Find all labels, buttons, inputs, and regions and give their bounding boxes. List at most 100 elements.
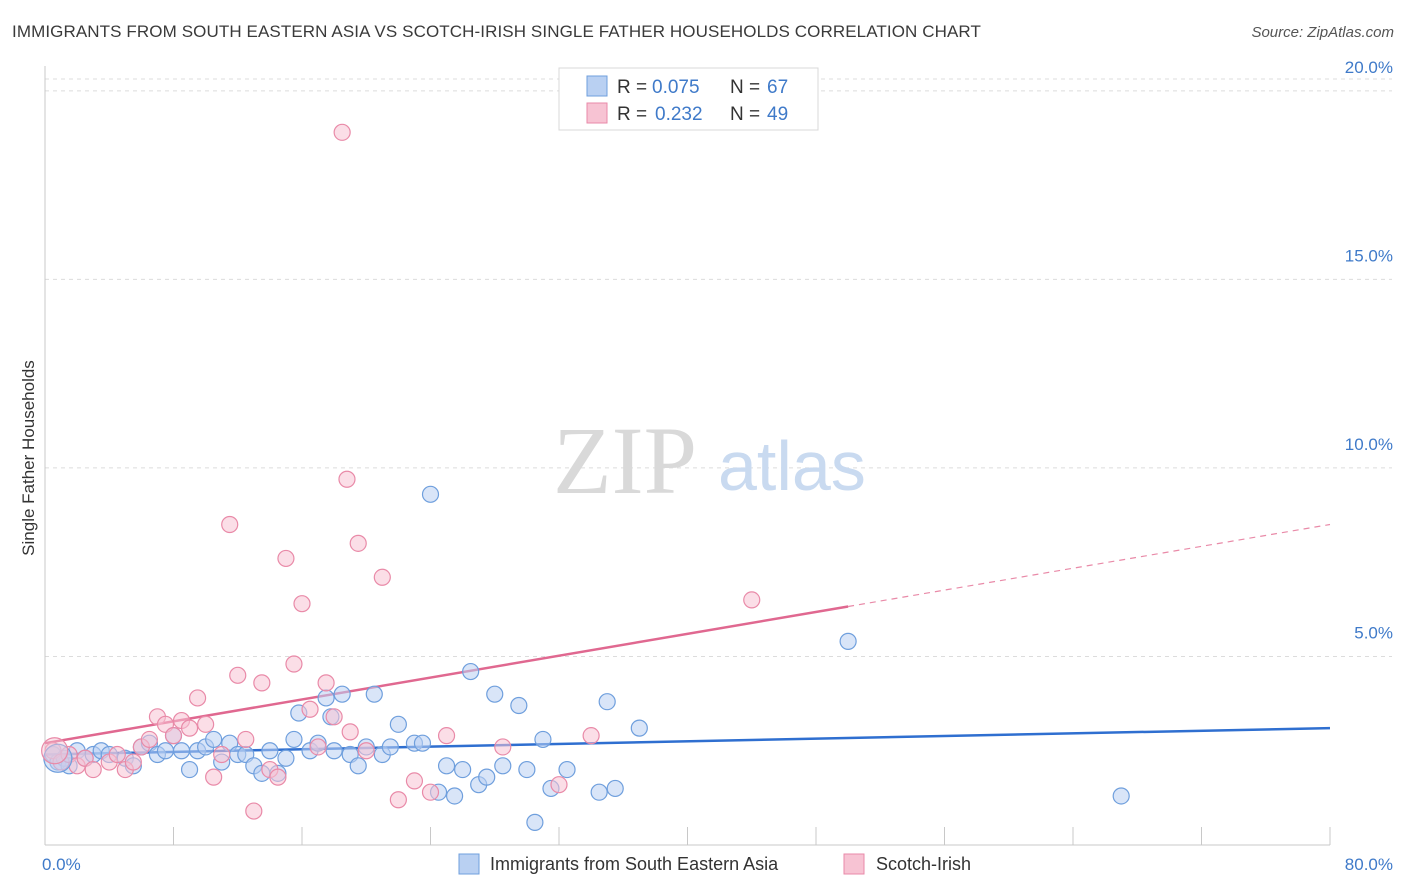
trend-lines xyxy=(44,523,1331,756)
point-pink xyxy=(197,715,215,733)
point-blue xyxy=(285,730,303,749)
point-pink xyxy=(229,666,247,684)
point-pink xyxy=(437,727,456,745)
point-pink xyxy=(124,753,142,771)
point-pink xyxy=(341,723,359,741)
legend-top: R = 0.075 N = 67 R = 0.232 N = 49 xyxy=(558,67,819,131)
point-pink xyxy=(338,470,356,488)
point-blue xyxy=(839,632,857,650)
legend-n-value-1: 67 xyxy=(767,77,788,98)
point-pink xyxy=(301,700,319,718)
y-tick-label: 15.0% xyxy=(1345,246,1393,265)
point-pink xyxy=(309,738,327,756)
point-blue xyxy=(478,768,496,786)
point-blue xyxy=(180,760,199,779)
data-points xyxy=(41,123,1130,831)
point-pink xyxy=(373,568,391,586)
point-pink xyxy=(325,708,343,726)
point-blue xyxy=(349,757,367,775)
point-pink xyxy=(582,727,600,745)
axes xyxy=(44,66,1331,846)
y-tick-label: 5.0% xyxy=(1354,623,1393,642)
point-blue xyxy=(486,685,504,703)
legend-n-label-1: N = xyxy=(730,77,760,98)
grid-lines xyxy=(45,78,1392,657)
trend-line-blue xyxy=(44,726,1331,756)
point-blue xyxy=(526,813,544,831)
point-blue xyxy=(277,749,295,767)
point-pink xyxy=(349,534,367,552)
y-tick-labels: 5.0% 10.0% 15.0% 20.0% xyxy=(1345,58,1393,643)
point-blue xyxy=(172,742,191,760)
point-blue xyxy=(317,689,335,707)
y-tick-label: 10.0% xyxy=(1345,435,1393,454)
point-pink xyxy=(333,123,351,141)
legend-swatch-blue xyxy=(586,75,608,97)
point-pink xyxy=(253,674,271,692)
legend-bottom-swatch-blue xyxy=(458,853,480,875)
point-pink xyxy=(421,783,440,801)
point-blue xyxy=(156,742,175,760)
watermark-zip: ZIP xyxy=(553,407,697,514)
point-pink xyxy=(317,674,335,692)
legend-r-label-2: R = xyxy=(617,104,647,125)
point-pink xyxy=(389,791,407,809)
y-axis-title: Single Father Households xyxy=(19,360,38,556)
legend-r-label-1: R = xyxy=(617,77,647,98)
point-blue xyxy=(445,787,464,805)
point-blue xyxy=(518,760,536,779)
point-pink xyxy=(550,776,568,794)
point-pink xyxy=(84,760,102,779)
point-pink xyxy=(180,719,199,737)
x-tick-labels: 0.0% 80.0% xyxy=(42,855,1393,874)
chart-title: IMMIGRANTS FROM SOUTH EASTERN ASIA VS SC… xyxy=(12,22,981,41)
point-blue xyxy=(389,715,407,733)
point-blue xyxy=(333,685,351,703)
point-blue xyxy=(325,742,343,760)
point-blue xyxy=(462,662,480,681)
point-blue xyxy=(365,685,383,703)
point-blue xyxy=(421,485,440,503)
point-pink xyxy=(357,742,375,760)
point-pink xyxy=(213,745,231,764)
watermark-atlas: atlas xyxy=(718,427,866,505)
legend-n-label-2: N = xyxy=(730,104,760,125)
point-blue xyxy=(558,760,576,779)
point-pink xyxy=(140,730,159,749)
legend-n-value-2: 49 xyxy=(767,104,788,125)
point-pink xyxy=(269,768,287,786)
point-pink xyxy=(188,689,207,707)
point-blue xyxy=(413,734,432,752)
point-blue xyxy=(381,738,399,756)
point-blue xyxy=(454,760,472,779)
point-pink xyxy=(205,768,223,786)
x-tick-label-min: 0.0% xyxy=(42,855,81,874)
x-tick-label-max: 80.0% xyxy=(1345,855,1393,874)
point-pink-cluster xyxy=(41,737,69,765)
y-tick-label: 20.0% xyxy=(1345,58,1393,77)
point-pink xyxy=(743,591,761,609)
legend-bottom: Immigrants from South Eastern Asia Scotc… xyxy=(458,853,971,875)
point-blue xyxy=(598,693,616,711)
point-pink xyxy=(285,655,303,673)
point-blue xyxy=(437,757,456,775)
point-pink xyxy=(293,595,311,613)
legend-series-1: Immigrants from South Eastern Asia xyxy=(490,854,779,874)
point-blue xyxy=(630,719,648,737)
watermark: ZIP atlas xyxy=(553,407,866,514)
point-blue xyxy=(494,757,512,775)
legend-swatch-pink xyxy=(586,102,608,124)
legend-bottom-swatch-pink xyxy=(843,853,865,875)
legend-series-2: Scotch-Irish xyxy=(876,854,971,874)
legend-r-value-2: 0.232 xyxy=(655,104,703,125)
source-credit: Source: ZipAtlas.com xyxy=(1251,24,1394,41)
point-pink xyxy=(221,515,239,534)
point-blue xyxy=(590,783,608,801)
point-blue xyxy=(205,730,223,749)
point-pink xyxy=(494,738,512,756)
point-pink xyxy=(237,730,255,749)
point-blue xyxy=(1112,787,1130,805)
point-blue xyxy=(510,696,528,715)
point-pink xyxy=(405,772,424,790)
